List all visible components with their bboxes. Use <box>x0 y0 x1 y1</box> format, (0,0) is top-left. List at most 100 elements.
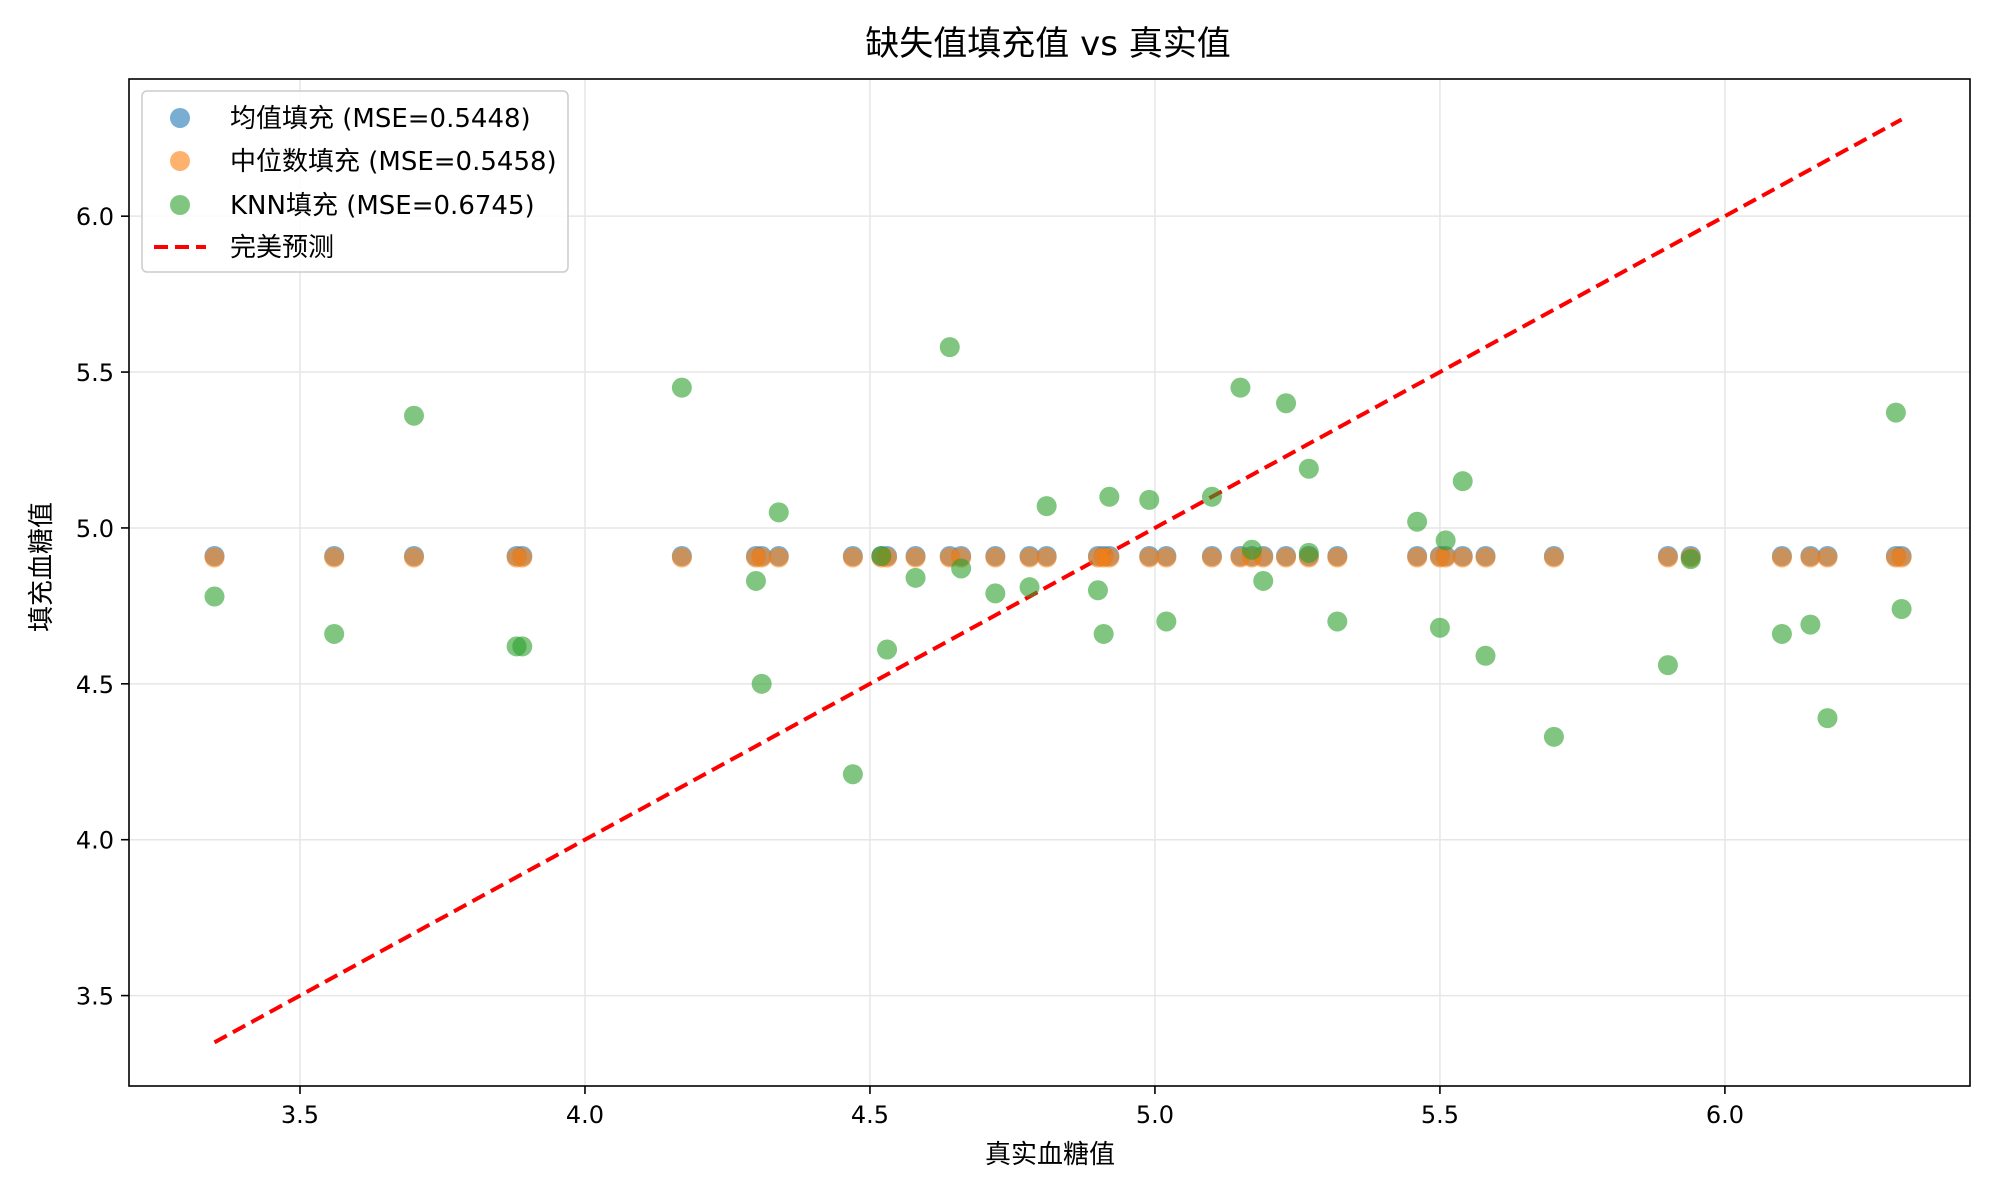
data-point-knn <box>1201 486 1222 507</box>
data-point-knn <box>768 502 789 523</box>
data-point-knn <box>1771 623 1792 644</box>
legend-box <box>141 90 569 273</box>
data-point-knn <box>512 636 533 657</box>
y-tick-label: 5.5 <box>76 359 114 387</box>
x-tick-label: 4.0 <box>566 1101 604 1129</box>
data-point-median <box>768 547 789 568</box>
data-point-median <box>1276 547 1297 568</box>
points-layer <box>204 337 1912 785</box>
data-point-knn <box>1019 577 1040 598</box>
y-axis-label: 填充血糖值 <box>27 502 57 632</box>
data-point-median <box>1543 547 1564 568</box>
data-point-knn <box>745 570 766 591</box>
data-point-knn <box>1885 402 1906 423</box>
y-tick-label: 4.0 <box>76 827 114 855</box>
legend-marker-median <box>170 151 190 171</box>
data-point-knn <box>324 623 345 644</box>
data-point-knn <box>951 558 972 579</box>
data-point-median <box>1156 547 1177 568</box>
data-point-knn <box>1800 614 1821 635</box>
plot-area-frame <box>128 78 1971 1087</box>
series-median <box>204 547 1912 568</box>
data-point-knn <box>1452 471 1473 492</box>
x-tick-label: 4.5 <box>851 1101 889 1129</box>
x-tick-label: 6.0 <box>1706 1101 1744 1129</box>
data-point-knn <box>905 567 926 588</box>
data-point-knn <box>1680 549 1701 570</box>
y-tick-label: 3.5 <box>76 983 114 1011</box>
y-tick-label: 5.0 <box>76 515 114 543</box>
data-point-median <box>1327 547 1348 568</box>
data-point-knn <box>1276 393 1297 414</box>
x-tick-label: 5.5 <box>1421 1101 1459 1129</box>
data-point-median <box>1036 547 1057 568</box>
data-point-knn <box>1156 611 1177 632</box>
data-point-median <box>1407 547 1428 568</box>
data-point-knn <box>1327 611 1348 632</box>
data-point-knn <box>1093 623 1114 644</box>
y-tick-label: 4.5 <box>76 671 114 699</box>
data-point-median <box>204 547 225 568</box>
data-point-knn <box>1407 511 1428 532</box>
data-point-knn <box>877 639 898 660</box>
data-point-median <box>1201 547 1222 568</box>
data-point-knn <box>204 586 225 607</box>
data-point-knn <box>1241 539 1262 560</box>
data-point-knn <box>842 764 863 785</box>
y-axis-ticks: 3.5 4.0 4.5 5.0 5.5 6.0 <box>76 203 129 1011</box>
data-point-median <box>1019 547 1040 568</box>
data-point-knn <box>1253 570 1274 591</box>
data-point-median <box>324 547 345 568</box>
data-point-knn <box>403 405 424 426</box>
data-point-knn <box>1139 489 1160 510</box>
data-point-knn <box>1036 496 1057 517</box>
data-point-median <box>1817 547 1838 568</box>
data-point-knn <box>985 583 1006 604</box>
data-point-knn <box>939 337 960 358</box>
legend-label-mean: 均值填充 (MSE=0.5448) <box>230 104 531 134</box>
data-point-median <box>403 547 424 568</box>
x-tick-label: 3.5 <box>281 1101 319 1129</box>
data-point-knn <box>1891 599 1912 619</box>
data-point-knn <box>1657 655 1678 676</box>
legend-label-knn: KNN填充 (MSE=0.6745) <box>230 191 535 221</box>
x-axis-label: 真实血糖值 <box>985 1140 1115 1170</box>
data-point-knn <box>1475 645 1496 666</box>
series-knn <box>204 337 1912 785</box>
legend: 均值填充 (MSE=0.5448) 中位数填充 (MSE=0.5458) KNN… <box>141 90 569 273</box>
data-point-median <box>842 547 863 568</box>
data-point-knn <box>1099 486 1120 507</box>
data-point-knn <box>671 377 692 398</box>
data-point-knn <box>1298 542 1319 563</box>
legend-label-perfect: 完美预测 <box>230 233 334 263</box>
data-point-median <box>1139 547 1160 568</box>
data-point-median <box>1452 547 1473 568</box>
legend-marker-knn <box>170 195 190 215</box>
data-point-knn <box>1435 530 1456 551</box>
data-point-knn <box>1298 458 1319 479</box>
data-point-median <box>985 547 1006 568</box>
data-point-knn <box>1087 580 1108 601</box>
legend-marker-mean <box>170 108 190 128</box>
data-point-median <box>1657 547 1678 568</box>
data-point-median <box>1099 547 1120 568</box>
reference-line-layer <box>213 117 1903 1045</box>
data-point-knn <box>1817 708 1838 729</box>
data-point-median <box>1475 547 1496 568</box>
data-point-median <box>1800 547 1821 568</box>
grid-layer <box>129 79 1970 1086</box>
data-point-knn <box>1543 726 1564 747</box>
data-point-median <box>751 547 772 568</box>
chart-title: 缺失值填充值 vs 真实值 <box>865 24 1230 64</box>
data-point-median <box>905 547 926 568</box>
data-point-median <box>671 547 692 568</box>
x-axis-ticks: 3.5 4.0 4.5 5.0 5.5 6.0 <box>281 1086 1744 1129</box>
data-point-median <box>1435 547 1456 568</box>
data-point-knn <box>1230 377 1251 398</box>
legend-label-median: 中位数填充 (MSE=0.5458) <box>230 147 557 177</box>
data-point-knn <box>871 546 892 566</box>
data-point-knn <box>751 673 772 694</box>
x-tick-label: 5.0 <box>1136 1101 1174 1129</box>
data-point-median <box>1771 547 1792 568</box>
